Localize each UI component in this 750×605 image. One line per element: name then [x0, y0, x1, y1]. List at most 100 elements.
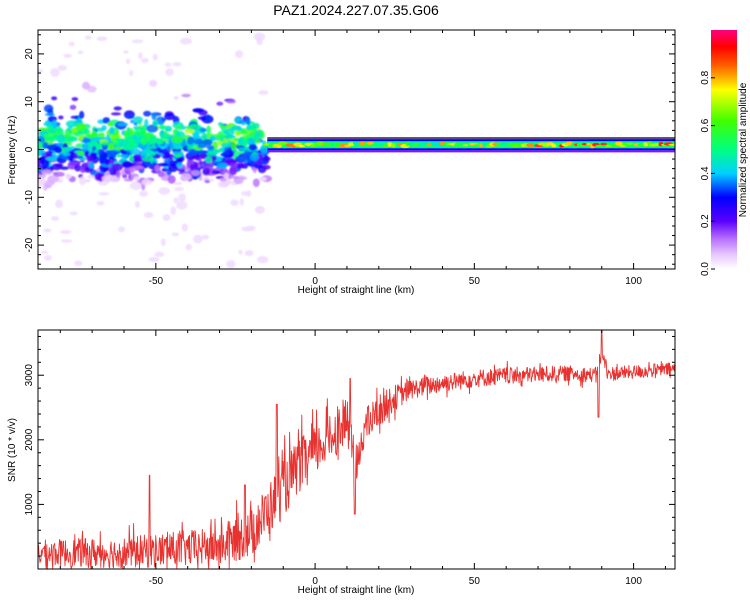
spectral-blob [129, 70, 134, 77]
spectrogram-y-tick-labels: -20 -10 0 10 20 [24, 48, 35, 252]
spectrogram-y-axis-label: Frequency (Hz) [7, 116, 18, 185]
line-band-blob [462, 144, 470, 147]
snr-x-tick-labels: -50 0 50 100 [149, 576, 643, 587]
snr-ticks [38, 330, 675, 570]
spectral-blob [57, 64, 67, 71]
spectral-blob [187, 136, 194, 146]
spectral-blob [133, 154, 142, 161]
spectral-blob [167, 175, 176, 184]
spectral-blob [81, 81, 91, 90]
spectral-blob [105, 134, 111, 142]
spectral-blob [173, 197, 179, 204]
spectral-blob [156, 138, 165, 145]
spectral-blob [97, 148, 105, 156]
spectral-blob [64, 134, 70, 138]
spectral-blob [256, 37, 263, 46]
spectrogram-image [38, 32, 675, 269]
spectral-blob [157, 171, 165, 178]
spectral-blob [106, 150, 118, 156]
spectral-blob [50, 68, 60, 77]
spectral-blob [241, 121, 246, 126]
spectral-blob [260, 148, 268, 155]
spectral-blob [238, 176, 248, 180]
spectral-blob [41, 250, 49, 254]
colorbar-tick-label: 0.8 [700, 70, 711, 84]
spectral-blob [87, 147, 92, 151]
spectral-blob [255, 139, 261, 144]
spectral-blob [237, 138, 244, 144]
line-band-blob [517, 142, 522, 147]
spectral-blob [141, 57, 149, 63]
spectral-blob [112, 163, 124, 171]
spectral-blob [202, 167, 211, 176]
spectral-blob [121, 160, 132, 168]
spectral-blob [230, 159, 237, 163]
spectral-blob [143, 110, 152, 117]
spectral-blob [133, 116, 143, 124]
spectral-blob [213, 134, 220, 138]
spectral-blob [60, 239, 73, 243]
snr-series-line [38, 330, 675, 569]
spectral-blob [213, 149, 225, 153]
spectral-blob [211, 169, 221, 175]
spectral-blob [201, 139, 213, 146]
spectral-blob [122, 174, 128, 179]
spectral-blob [191, 169, 201, 176]
spectral-blob [174, 187, 184, 192]
line-band-blob [595, 144, 605, 148]
snr-x-tick-label: 0 [312, 576, 318, 587]
spectral-blob [68, 41, 75, 47]
spectral-blob [101, 125, 107, 131]
spectrogram-y-tick-label: 0 [24, 146, 35, 152]
spectral-blob [118, 226, 125, 233]
spectral-blob [81, 138, 92, 144]
spectral-blob [176, 156, 185, 163]
figure-title: PAZ1.2024.227.07.35.G06 [273, 2, 439, 18]
spectral-blob [88, 161, 94, 169]
spectral-blob [206, 145, 215, 151]
snr-y-tick-labels: 1000 2000 3000 [24, 364, 35, 516]
snr-y-axis-label: SNR (10 * v/v) [7, 418, 18, 482]
spectral-blob [99, 155, 104, 165]
spectral-blob [129, 181, 142, 190]
spectral-blob [218, 122, 223, 127]
spectral-blob [59, 230, 72, 235]
spectral-blob [114, 137, 123, 142]
spectral-blob [192, 131, 200, 141]
spectral-blob [89, 152, 98, 157]
spectral-blob [223, 130, 229, 134]
spectral-blob [234, 129, 241, 137]
spectral-blob [234, 117, 242, 124]
line-band-blob [551, 143, 557, 148]
spectral-blob [171, 232, 180, 237]
spectral-blob [229, 166, 238, 176]
spectral-blob [98, 132, 105, 139]
spectral-blob [51, 163, 62, 171]
spectral-blob [154, 251, 165, 257]
spectral-blob [148, 256, 160, 263]
spectral-blob [219, 177, 227, 182]
spectral-blob [158, 187, 171, 195]
spectral-blob [176, 200, 188, 210]
line-band-blob [643, 142, 649, 147]
line-band-blob [309, 144, 317, 148]
spectral-blob [119, 154, 129, 158]
spectral-blob [162, 214, 171, 222]
spectrogram-x-axis-label: Height of straight line (km) [298, 285, 415, 296]
spectral-blob [261, 164, 271, 170]
spectral-blob [199, 128, 207, 133]
spectral-blob [252, 178, 260, 188]
spectral-blob [121, 150, 128, 155]
spectral-blob [220, 152, 229, 157]
spectral-blob [248, 143, 257, 151]
spectral-blob [129, 154, 134, 162]
spectral-blob [147, 145, 158, 150]
line-band-blob [459, 143, 466, 147]
colorbar-tick-label: 0.6 [700, 118, 711, 132]
spectral-blob [44, 254, 52, 261]
snr-frame [37, 329, 676, 570]
spectral-blob [96, 201, 105, 206]
spectral-blobs [38, 32, 272, 269]
spectral-blob [69, 104, 77, 110]
